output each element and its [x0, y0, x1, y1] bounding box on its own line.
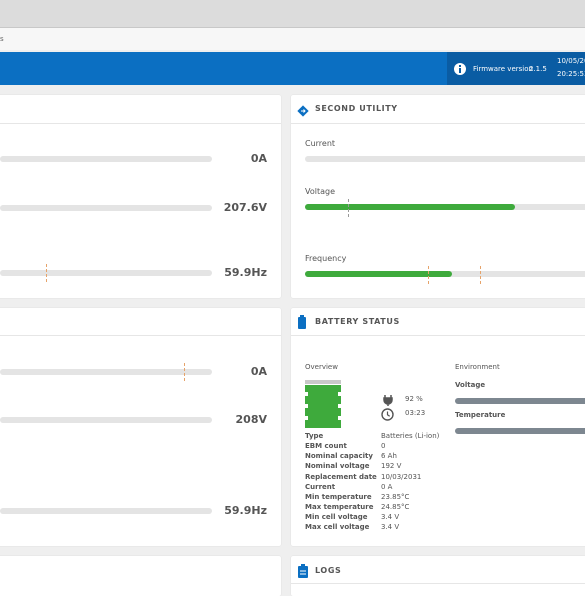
- detail-value: 0 A: [381, 482, 393, 491]
- detail-value: 10/03/2031: [381, 472, 422, 481]
- meter-threshold: [46, 264, 47, 282]
- detail-label: Nominal voltage: [305, 462, 370, 471]
- detail-label: Nominal capacity: [305, 452, 373, 461]
- env-label: Temperature: [455, 411, 506, 419]
- meter-label: Current: [305, 139, 336, 148]
- env-bar: [455, 398, 585, 404]
- bottom-left-panel: [0, 556, 281, 596]
- meter-label: Frequency: [305, 254, 347, 263]
- browser-bar: [0, 0, 585, 28]
- clock-icon: [381, 406, 394, 425]
- meter-value: 208V: [235, 413, 267, 426]
- meter-value: 59.9Hz: [224, 266, 267, 279]
- panel-divider: [0, 123, 281, 124]
- meter-value: 59.9Hz: [224, 504, 267, 517]
- meter-threshold: [348, 199, 349, 217]
- meter-track: [0, 205, 212, 211]
- detail-value: 23.85°C: [381, 492, 410, 501]
- detail-label: Current: [305, 482, 336, 491]
- panel-title: BATTERY STATUS: [315, 317, 400, 326]
- panel-divider: [291, 123, 585, 124]
- meter-fill: [305, 271, 452, 277]
- detail-label: Replacement date: [305, 472, 377, 481]
- detail-label: Min cell voltage: [305, 513, 368, 522]
- battery-gauge: [305, 380, 342, 433]
- meter-track: [0, 369, 212, 375]
- panel-title: SECOND UTILITY: [315, 104, 398, 113]
- header-info: [447, 52, 585, 85]
- meter-value: 207.6V: [223, 201, 267, 214]
- env-bar: [455, 428, 585, 434]
- detail-value: 0: [381, 442, 386, 451]
- firmware-label: Firmware version: [473, 65, 533, 73]
- info-icon: [454, 63, 466, 75]
- meter-threshold: [480, 266, 481, 284]
- detail-label: Max cell voltage: [305, 523, 370, 532]
- meter-track: [305, 156, 585, 162]
- meter-threshold: [184, 363, 185, 381]
- meter-track: [0, 508, 212, 514]
- meter-track: [0, 417, 212, 423]
- panel-divider: [291, 583, 585, 584]
- runtime: 03:23: [405, 409, 426, 417]
- detail-label: Type: [305, 432, 324, 440]
- second-utility-panel: [291, 95, 585, 298]
- env-label: Voltage: [455, 381, 486, 389]
- meter-fill: [305, 204, 515, 210]
- meter-value: 0A: [250, 365, 267, 378]
- section-label: Overview: [305, 363, 338, 371]
- detail-value: 6 Ah: [381, 452, 397, 461]
- charge: 92 %: [405, 395, 423, 403]
- breadcrumb-bar: [0, 28, 585, 50]
- detail-label: Min temperature: [305, 492, 372, 501]
- battery-icon-small: [298, 314, 308, 333]
- detail-value: 24.85°C: [381, 503, 410, 512]
- detail-label: Max temperature: [305, 503, 374, 512]
- panel-divider: [0, 335, 281, 336]
- panel-title: LOGS: [315, 566, 342, 575]
- utility-icon: [297, 102, 309, 121]
- meter-threshold: [428, 266, 429, 284]
- detail-value: Batteries (Li-ion): [381, 432, 440, 440]
- logs-icon: [297, 563, 309, 582]
- section-label: Environment: [455, 363, 500, 371]
- meter-track: [0, 270, 212, 276]
- firmware-version: 2.1.5: [529, 65, 547, 73]
- detail-value: 3.4 V: [381, 513, 400, 522]
- time: 20:25:53: [557, 70, 585, 78]
- panel-divider: [291, 335, 585, 336]
- breadcrumb: s: [0, 35, 4, 43]
- detail-label: EBM count: [305, 442, 347, 451]
- meter-label: Voltage: [305, 187, 336, 196]
- output-panel: [0, 308, 281, 546]
- date: 10/05/202: [557, 57, 585, 65]
- detail-value: 192 V: [381, 462, 402, 471]
- detail-value: 3.4 V: [381, 523, 400, 532]
- meter-track: [0, 156, 212, 162]
- meter-value: 0A: [250, 152, 267, 165]
- plug-icon: [382, 391, 394, 410]
